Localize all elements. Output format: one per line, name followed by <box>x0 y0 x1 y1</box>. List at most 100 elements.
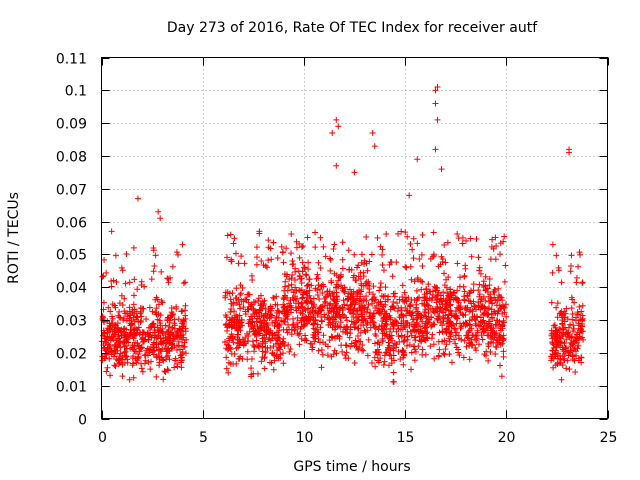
data-point <box>292 324 299 331</box>
data-point <box>482 273 489 280</box>
data-point <box>250 342 257 349</box>
data-point <box>489 315 496 322</box>
data-point <box>366 289 373 296</box>
data-point <box>106 344 113 351</box>
data-point <box>255 342 262 349</box>
data-point <box>462 311 469 318</box>
data-point <box>436 308 443 315</box>
data-point <box>166 274 173 281</box>
data-point <box>321 311 328 318</box>
data-point <box>378 293 385 300</box>
data-point <box>393 344 400 351</box>
data-point <box>329 333 336 340</box>
data-point <box>435 313 442 320</box>
data-point <box>173 303 180 310</box>
data-point <box>358 286 365 293</box>
data-point <box>551 322 558 329</box>
data-point <box>150 351 157 358</box>
data-point <box>174 329 181 336</box>
data-point <box>305 259 312 266</box>
data-point <box>310 321 317 328</box>
data-point <box>473 306 480 313</box>
data-point <box>272 317 279 324</box>
data-point <box>552 331 559 338</box>
data-point <box>304 299 311 306</box>
data-point <box>359 311 366 318</box>
data-point <box>281 287 288 294</box>
data-point <box>180 317 187 324</box>
data-point <box>297 276 304 283</box>
data-point <box>550 322 557 329</box>
data-point <box>298 279 305 286</box>
data-point <box>567 268 574 275</box>
data-point <box>431 283 438 290</box>
data-point <box>563 365 570 372</box>
data-point <box>166 337 173 344</box>
data-point <box>499 297 506 304</box>
data-point <box>341 288 348 295</box>
data-point <box>348 340 355 347</box>
data-point <box>372 349 379 356</box>
data-point <box>395 305 402 312</box>
data-point <box>408 276 415 283</box>
y-tick-label: 0.11 <box>56 52 87 68</box>
data-point <box>351 305 358 312</box>
data-point <box>455 299 462 306</box>
data-point <box>121 349 128 356</box>
data-point <box>299 268 306 275</box>
data-point <box>307 309 314 316</box>
data-point <box>578 308 585 315</box>
data-point <box>174 363 181 370</box>
data-point <box>443 328 450 335</box>
data-point <box>442 305 449 312</box>
data-point <box>306 287 313 294</box>
data-point <box>171 325 178 332</box>
data-point <box>165 314 172 321</box>
data-point <box>118 292 125 299</box>
data-point <box>262 349 269 356</box>
data-point <box>113 279 120 286</box>
data-point <box>134 195 141 202</box>
data-point <box>149 320 156 327</box>
data-point <box>134 327 141 334</box>
data-point <box>285 282 292 289</box>
data-point <box>411 327 418 334</box>
data-point <box>312 329 319 336</box>
data-point <box>324 291 331 298</box>
data-point <box>128 320 135 327</box>
data-point <box>369 129 376 136</box>
y-axis-label: ROTI / TECUs <box>6 192 22 284</box>
data-point <box>345 247 352 254</box>
data-point <box>555 264 562 271</box>
data-point <box>302 271 309 278</box>
data-point <box>575 325 582 332</box>
data-point <box>398 314 405 321</box>
data-point <box>408 332 415 339</box>
data-point <box>485 305 492 312</box>
data-point <box>563 305 570 312</box>
data-point <box>443 304 450 311</box>
data-point <box>339 265 346 272</box>
data-point <box>499 303 506 310</box>
data-point <box>144 352 151 359</box>
data-point <box>227 296 234 303</box>
data-point <box>310 325 317 332</box>
data-point <box>462 262 469 269</box>
data-point <box>397 356 404 363</box>
data-point <box>408 349 415 356</box>
data-point <box>333 162 340 169</box>
data-point <box>320 243 327 250</box>
data-point <box>117 344 124 351</box>
data-point <box>298 317 305 324</box>
data-point <box>177 332 184 339</box>
data-point <box>280 301 287 308</box>
data-point <box>447 333 454 340</box>
data-point <box>485 293 492 300</box>
data-point <box>136 331 143 338</box>
data-point <box>292 268 299 275</box>
data-point <box>351 359 358 366</box>
data-point <box>499 340 506 347</box>
data-point <box>500 348 507 355</box>
data-point <box>347 294 354 301</box>
data-point <box>446 296 453 303</box>
